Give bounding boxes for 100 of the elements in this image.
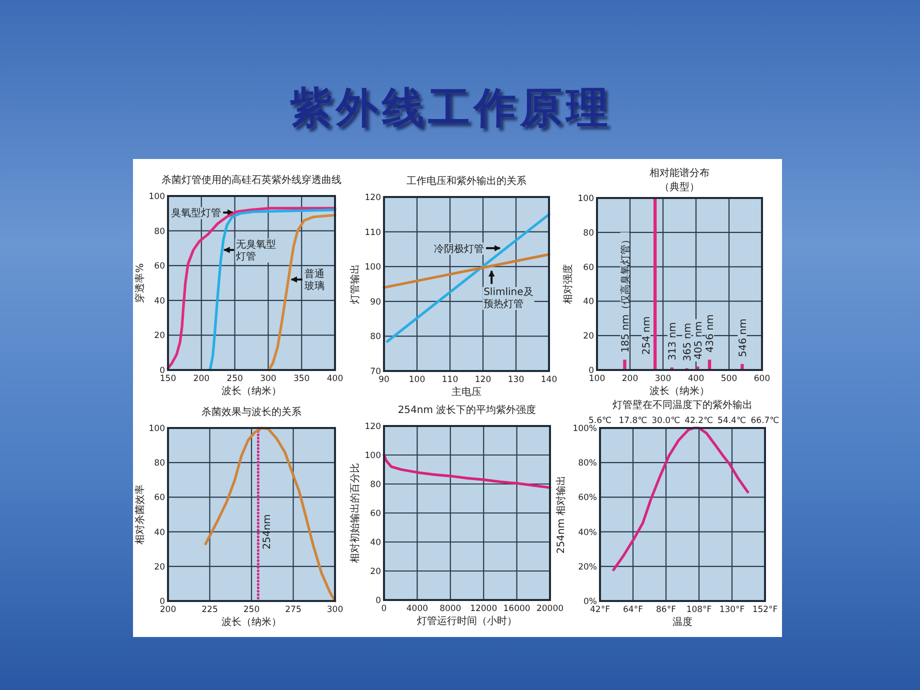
y-axis-title: 相对强度 — [562, 264, 574, 304]
y-tick-label: 60% — [578, 493, 597, 504]
x-axis-title: 波长（纳米） — [222, 385, 282, 397]
x2-tick-label: 5.6℃ — [588, 416, 612, 426]
chart-title: 254nm 波长下的平均紫外强度 — [398, 404, 536, 416]
x-tick-label: 86°F — [656, 605, 676, 615]
y-tick-label: 40 — [583, 297, 594, 308]
annotation: 185 nm（仅高臭氧灯管） — [619, 234, 632, 353]
annotation: 313 nm — [668, 322, 679, 360]
y-tick-label: 80 — [583, 228, 594, 238]
x-tick-label: 400 — [326, 374, 344, 384]
x-tick-label: 300 — [654, 374, 672, 384]
x-tick-label: 300 — [260, 374, 276, 384]
chart-title: 工作电压和紫外输出的关系 — [406, 175, 526, 187]
y-tick-label: 100 — [148, 424, 165, 434]
y-tick-label: 100 — [148, 192, 165, 202]
series-label: Slimline及预热灯管 — [484, 286, 534, 310]
x-tick-label: 152°F — [752, 605, 778, 615]
y-tick-label: 60 — [370, 509, 381, 519]
x-tick-label: 100 — [408, 375, 426, 385]
x-tick-label: 275 — [285, 605, 302, 615]
y-tick-label: 0 — [160, 366, 165, 376]
x-tick-label: 350 — [293, 374, 310, 384]
y-axis-title: 灯管输出 — [349, 264, 361, 304]
y-tick-label: 0 — [588, 366, 594, 376]
x-axis-title: 波长（纳米） — [650, 385, 710, 397]
annotation: 254 nm — [642, 316, 653, 355]
annotation: 436 nm — [705, 314, 716, 353]
y-tick-label: 20 — [583, 332, 594, 342]
ref-line-label: 254nm — [262, 514, 274, 550]
y-tick-label: 100 — [364, 262, 381, 273]
series-label: 臭氧型灯管 — [171, 207, 222, 220]
x-tick-label: 110 — [442, 375, 458, 385]
y-tick-label: 100 — [364, 451, 381, 461]
x-axis-title: 灯管运行时间（小时） — [417, 615, 517, 627]
y-tick-label: 80% — [578, 458, 597, 469]
x-tick-label: 16000 — [503, 604, 530, 614]
y-tick-label: 90 — [370, 297, 381, 308]
x-tick-label: 300 — [326, 605, 344, 615]
annotation: 405 nm — [693, 321, 704, 360]
y-tick-label: 60 — [154, 493, 165, 504]
y-tick-label: 60 — [583, 262, 594, 273]
x-tick-label: 130°F — [719, 605, 745, 615]
x-tick-label: 108°F — [686, 605, 712, 615]
y-tick-label: 20% — [578, 562, 597, 572]
y-axis-title: 相对杀菌效率 — [134, 484, 146, 544]
x-tick-label: 200 — [622, 374, 638, 384]
y-tick-label: 40% — [578, 528, 597, 538]
x-tick-label: 225 — [202, 605, 218, 615]
x-tick-label: 90 — [378, 375, 390, 385]
chart-title: 杀菌效果与波长的关系 — [202, 406, 302, 418]
x-tick-label: 150 — [160, 374, 176, 384]
y-tick-label: 100% — [572, 424, 597, 434]
x-axis-title: 主电压 — [452, 386, 482, 398]
y-tick-label: 100 — [578, 194, 594, 204]
x-tick-label: 500 — [720, 374, 738, 384]
y-tick-label: 0 — [376, 596, 381, 606]
chart-subtitle: （典型） — [660, 181, 700, 193]
x-tick-label: 20000 — [536, 604, 564, 614]
x-axis-title: 波长（纳米） — [222, 616, 282, 628]
x2-tick-label: 42.2℃ — [684, 416, 714, 426]
chart-title: 杀菌灯管使用的高硅石英紫外线穿透曲线 — [162, 174, 342, 186]
y-tick-label: 80 — [370, 332, 381, 342]
x-tick-label: 200 — [160, 605, 176, 615]
x-tick-label: 8000 — [440, 604, 462, 614]
x-tick-label: 140 — [540, 375, 558, 385]
y-tick-label: 70 — [370, 367, 381, 377]
y-tick-label: 60 — [154, 262, 165, 272]
y-tick-label: 40 — [370, 538, 381, 548]
x-tick-label: 42°F — [590, 605, 610, 615]
x-tick-label: 130 — [508, 375, 524, 385]
x-tick-label: 250 — [243, 605, 260, 615]
x-axis-title: 温度 — [672, 616, 692, 628]
series-label: 冷阴极灯管 — [434, 242, 484, 255]
y-tick-label: 80 — [154, 458, 165, 469]
y-tick-label: 80 — [154, 226, 165, 237]
series-label: 无臭氧型灯管 — [236, 238, 276, 263]
x-tick-label: 12000 — [470, 604, 498, 614]
y-tick-label: 0 — [160, 597, 165, 607]
chart-title: 相对能谱分布 — [650, 167, 710, 179]
annotation: 365 nm — [682, 322, 694, 362]
x2-tick-label: 17.8℃ — [618, 416, 648, 426]
x-tick-label: 120 — [474, 375, 492, 385]
chart-title: 灯管壁在不同温度下的紫外输出 — [612, 399, 752, 411]
x-tick-label: 250 — [226, 374, 243, 384]
y-axis-title: 254nm 相对输出 — [555, 475, 567, 554]
y-tick-label: 120 — [364, 422, 381, 432]
x2-tick-label: 66.7℃ — [750, 416, 780, 426]
y-tick-label: 110 — [364, 228, 381, 238]
y-tick-label: 20 — [370, 567, 381, 577]
x-tick-label: 4000 — [406, 604, 428, 614]
text: 紫外线工作原理 — [289, 83, 612, 132]
y-tick-label: 40 — [154, 528, 165, 538]
x2-tick-label: 30.0℃ — [652, 416, 680, 426]
y-tick-label: 0% — [584, 597, 597, 607]
y-tick-label: 20 — [154, 562, 165, 572]
x-tick-label: 64°F — [623, 605, 644, 615]
series-label: 普通玻璃 — [304, 268, 324, 292]
annotation: 546 nm — [738, 318, 749, 357]
x-tick-label: 400 — [688, 374, 704, 384]
